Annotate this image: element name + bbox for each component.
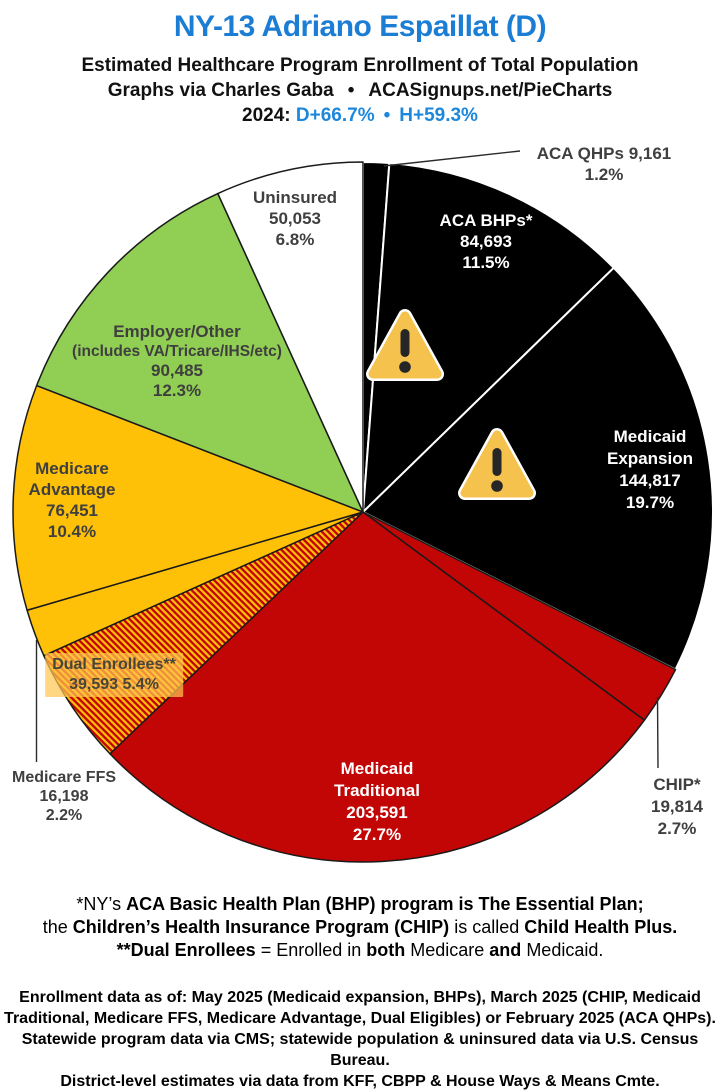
leader-line-aca-qhps: [383, 150, 521, 167]
slice-label-medicaid-traditional: Medicaid Traditional 203,591 27.7%: [334, 759, 420, 844]
pie-chart: [12, 150, 714, 863]
stat-d: D+66.7%: [295, 105, 375, 126]
pie-slice-aca-bhps: [362, 162, 615, 513]
page-title: NY-13 Adriano Espaillat (D): [173, 10, 547, 43]
data-sources-footer: Enrollment data as of: May 2025 (Medicai…: [0, 987, 720, 1092]
year-label: 2024:: [242, 105, 291, 126]
footnote-line: the Children’s Health Insurance Program …: [42, 917, 678, 938]
slice-label-medicaid-expansion: Medicaid Expansion 144,817 19.7%: [607, 427, 693, 512]
election-stats-line: 2024: D+66.7% • H+59.3%: [0, 105, 720, 127]
bullet-separator: •: [383, 105, 391, 126]
pie-slices-group: [12, 161, 714, 863]
chart-subtitle: Estimated Healthcare Program Enrollment …: [81, 55, 639, 76]
footer-line: Enrollment data as of: May 2025 (Medicai…: [19, 989, 701, 1006]
slice-label-aca-qhps: ACA QHPs 9,161 1.2%: [536, 144, 672, 184]
footer-line: District-level estimates via data from K…: [60, 1073, 660, 1090]
slice-label-medicare-ffs: Medicare FFS 16,198 2.2%: [11, 769, 117, 824]
leader-line-chip: [656, 696, 659, 769]
footnotes: *NY’s ACA Basic Health Plan (BHP) progra…: [0, 893, 720, 963]
footnote-line: *NY’s ACA Basic Health Plan (BHP) progra…: [76, 894, 644, 914]
credit-text: Graphs via Charles Gaba: [107, 80, 334, 101]
stat-h: H+59.3%: [399, 105, 478, 126]
pie-slice-traditional: [109, 511, 646, 863]
footer-line: Statewide program data via CMS; statewid…: [21, 1031, 699, 1069]
slice-label-uninsured: Uninsured 50,053 6.8%: [252, 188, 338, 249]
credit-line: Graphs via Charles Gaba • ACASignups.net/P…: [0, 80, 720, 102]
warning-icon: [458, 428, 536, 500]
pie-slice-uninsured: [217, 161, 364, 513]
footnote-line: **Dual Enrollees = Enrolled in both Medi…: [116, 940, 604, 961]
slice-label-dual-enrollees: Dual Enrollees** 39,593 5.4%: [45, 653, 183, 697]
leader-lines: [35, 150, 659, 769]
pie-slice-employer: [35, 192, 364, 513]
footer-line: Traditional, Medicare FFS, Medicare Adva…: [4, 1010, 716, 1027]
slice-label-aca-bhps: ACA BHPs* 84,693 11.5%: [439, 211, 533, 272]
slice-label-chip: CHIP* 19,814 2.7%: [651, 775, 703, 838]
slice-label-employer-other: Employer/Other (includes VA/Tricare/IHS/…: [72, 322, 282, 400]
pie-slice-expansion: [362, 266, 714, 671]
credit-site: ACASignups.net/PieCharts: [368, 80, 613, 101]
pie-slice-advantage: [12, 384, 364, 612]
bullet-separator: •: [347, 80, 355, 101]
slice-label-medicare-advantage: Medicare Advantage 76,451 10.4%: [28, 459, 116, 541]
warning-icon: [366, 309, 444, 381]
